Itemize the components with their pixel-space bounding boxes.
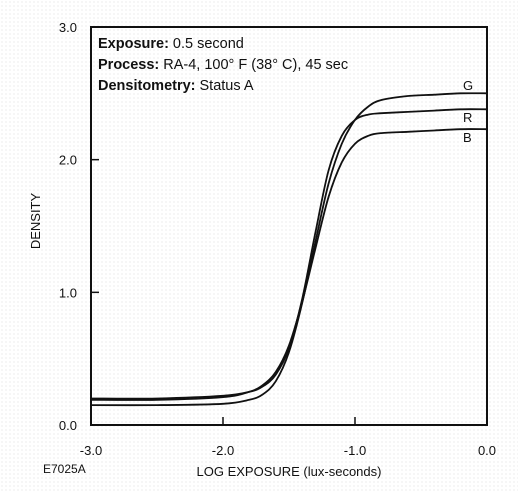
series-line-g [90,92,488,407]
y-ticks [91,26,99,426]
y-tick-labels: 0.0 1.0 2.0 3.0 [59,20,77,433]
info-box: Exposure: 0.5 second Process: RA-4, 100° F… [98,36,348,94]
y-tick-label: 0.0 [59,418,77,433]
info-densitometry-value: Status A [200,78,254,94]
y-tick-label: 1.0 [59,285,77,300]
info-densitometry: Densitometry: Status A [98,78,254,94]
info-densitometry-label: Densitometry: [98,78,196,94]
curve-label-r: R [463,110,472,125]
plot-frame [90,26,488,426]
x-tick-label: 0.0 [478,443,496,458]
x-tick-labels: -3.0 -2.0 -1.0 0.0 [80,443,496,458]
series-lines [90,92,488,407]
y-tick-label: 3.0 [59,20,77,35]
y-axis-title: DENSITY [28,193,43,250]
series-line-r [90,108,488,400]
series-line-b [90,128,488,401]
x-axis-title: LOG EXPOSURE (lux-seconds) [197,464,382,479]
info-process-label: Process: [98,57,159,73]
curve-label-g: G [463,78,473,93]
info-process: Process: RA-4, 100° F (38° C), 45 sec [98,57,348,73]
curve-label-b: B [463,130,472,145]
info-exposure: Exposure: 0.5 second [98,36,244,52]
y-tick-label: 2.0 [59,153,77,168]
figure-id: E7025A [43,462,86,476]
x-tick-label: -3.0 [80,443,102,458]
x-tick-label: -2.0 [212,443,234,458]
info-exposure-value: 0.5 second [173,36,244,52]
info-exposure-label: Exposure: [98,36,169,52]
x-ticks [90,417,488,425]
x-tick-label: -1.0 [344,443,366,458]
info-process-value: RA-4, 100° F (38° C), 45 sec [163,57,348,73]
